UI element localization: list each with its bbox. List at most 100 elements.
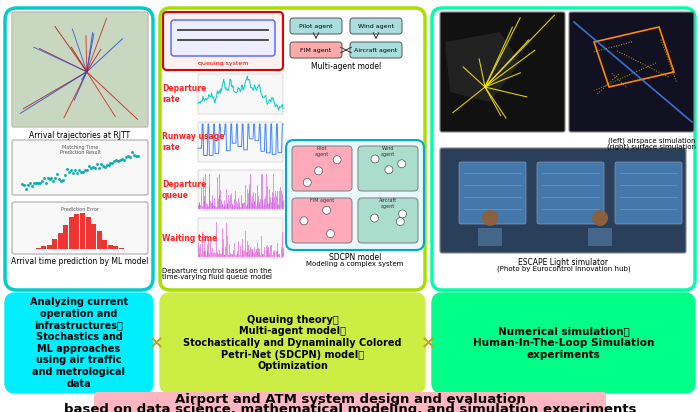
Point — [16, 181, 27, 187]
Point — [113, 158, 124, 164]
Bar — [69, 217, 74, 249]
Bar — [52, 239, 57, 249]
Point — [127, 149, 138, 155]
Bar — [74, 213, 79, 249]
FancyBboxPatch shape — [160, 293, 425, 393]
Text: Airport and ATM system design and evaluation: Airport and ATM system design and evalua… — [174, 393, 526, 407]
Circle shape — [303, 178, 312, 187]
Point — [125, 154, 136, 161]
Text: Arrival time prediction by ML model: Arrival time prediction by ML model — [11, 257, 148, 266]
Point — [50, 174, 61, 181]
Point — [48, 178, 59, 184]
Point — [132, 153, 144, 160]
Point — [97, 163, 108, 169]
Point — [95, 161, 106, 168]
Text: Aircraft
agent: Aircraft agent — [379, 198, 397, 209]
FancyBboxPatch shape — [350, 42, 402, 58]
FancyBboxPatch shape — [163, 12, 283, 70]
FancyBboxPatch shape — [292, 198, 352, 243]
Circle shape — [482, 210, 498, 226]
FancyBboxPatch shape — [13, 13, 147, 126]
Point — [20, 186, 32, 193]
Text: based on data science, mathematical modeling, and simulation experiments: based on data science, mathematical mode… — [64, 403, 636, 412]
FancyBboxPatch shape — [290, 42, 342, 58]
FancyBboxPatch shape — [5, 293, 153, 393]
FancyBboxPatch shape — [615, 162, 682, 224]
Point — [64, 169, 75, 175]
Text: Departure control based on the: Departure control based on the — [162, 268, 272, 274]
Text: Departure
rate: Departure rate — [162, 84, 206, 104]
Bar — [102, 240, 107, 249]
Point — [30, 180, 41, 186]
Circle shape — [398, 160, 406, 168]
Bar — [80, 213, 85, 249]
Point — [25, 180, 36, 187]
Text: ×: × — [421, 334, 436, 352]
FancyBboxPatch shape — [198, 170, 283, 210]
Text: FIM agent: FIM agent — [310, 198, 334, 203]
FancyBboxPatch shape — [198, 218, 283, 258]
Point — [57, 176, 69, 183]
Point — [108, 158, 120, 164]
Point — [67, 170, 78, 176]
FancyBboxPatch shape — [198, 74, 283, 114]
Point — [77, 169, 88, 175]
FancyBboxPatch shape — [286, 140, 424, 250]
Text: (Photo by Eurocontrol Innovation hub): (Photo by Eurocontrol Innovation hub) — [497, 266, 630, 272]
Text: SDCPN model: SDCPN model — [329, 253, 382, 262]
Bar — [97, 231, 102, 249]
Point — [81, 167, 92, 174]
FancyBboxPatch shape — [440, 148, 686, 253]
Point — [88, 164, 99, 170]
Point — [40, 180, 51, 186]
FancyBboxPatch shape — [12, 12, 148, 127]
Point — [38, 175, 49, 182]
Text: Runway usage
rate: Runway usage rate — [162, 132, 225, 152]
FancyBboxPatch shape — [171, 20, 275, 56]
Point — [118, 157, 130, 164]
Text: time-varying fluid queue model: time-varying fluid queue model — [162, 274, 272, 280]
FancyBboxPatch shape — [358, 198, 418, 243]
Point — [52, 171, 63, 178]
Point — [129, 151, 140, 158]
Point — [69, 166, 80, 173]
Point — [18, 182, 29, 188]
Point — [111, 157, 122, 164]
Bar — [108, 245, 113, 249]
Point — [103, 162, 114, 169]
Text: ESCAPE Light simulator: ESCAPE Light simulator — [519, 258, 608, 267]
Point — [36, 178, 48, 184]
Bar — [91, 225, 96, 249]
Text: Modeling a complex system: Modeling a complex system — [307, 261, 404, 267]
FancyBboxPatch shape — [350, 18, 402, 34]
Point — [26, 183, 37, 189]
Point — [89, 165, 100, 171]
Point — [130, 153, 141, 159]
FancyBboxPatch shape — [198, 122, 283, 162]
Point — [32, 180, 43, 186]
FancyBboxPatch shape — [12, 140, 148, 195]
Circle shape — [592, 210, 608, 226]
Bar — [85, 217, 90, 249]
Text: ×: × — [149, 334, 164, 352]
Point — [101, 162, 112, 169]
Text: Wind agent: Wind agent — [358, 23, 394, 28]
Text: Pilot agent: Pilot agent — [299, 23, 332, 28]
Polygon shape — [445, 32, 520, 102]
Bar — [58, 233, 63, 249]
Text: Waiting time: Waiting time — [162, 234, 217, 243]
Bar — [47, 245, 52, 249]
Point — [79, 166, 90, 173]
Point — [99, 164, 110, 170]
Bar — [119, 248, 124, 249]
Point — [93, 164, 104, 171]
Bar — [41, 246, 46, 249]
Point — [34, 179, 46, 186]
Circle shape — [396, 218, 405, 226]
Point — [60, 171, 71, 178]
Point — [62, 166, 73, 173]
Point — [56, 178, 67, 184]
FancyBboxPatch shape — [292, 146, 352, 191]
Text: Prediction Result: Prediction Result — [60, 150, 101, 155]
Point — [120, 154, 132, 160]
